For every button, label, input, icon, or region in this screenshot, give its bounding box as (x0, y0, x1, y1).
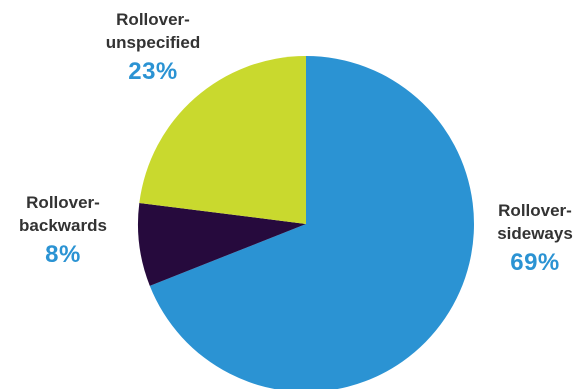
pie-slice-unspecified (139, 56, 306, 224)
slice-value-label: 8% (45, 241, 81, 268)
slice-name-line1: Rollover- (26, 193, 100, 212)
slice-name-line1: Rollover- (498, 201, 572, 220)
slice-name-line2: backwards (19, 216, 107, 235)
slice-name-line2: sideways (497, 224, 573, 243)
slice-label-unspecified: Rollover- unspecified 23% (78, 8, 228, 85)
slice-label-sideways: Rollover- sideways 69% (480, 199, 584, 276)
slice-name-line2: unspecified (105, 33, 201, 52)
slice-value-label: 23% (128, 58, 178, 85)
slice-name-line1: Rollover- (116, 10, 190, 29)
slice-label-backwards: Rollover- backwards 8% (0, 191, 128, 268)
slice-value-label: 69% (510, 249, 560, 276)
pie-slice-sideways (149, 56, 474, 389)
pie-slice-backwards (137, 202, 306, 286)
